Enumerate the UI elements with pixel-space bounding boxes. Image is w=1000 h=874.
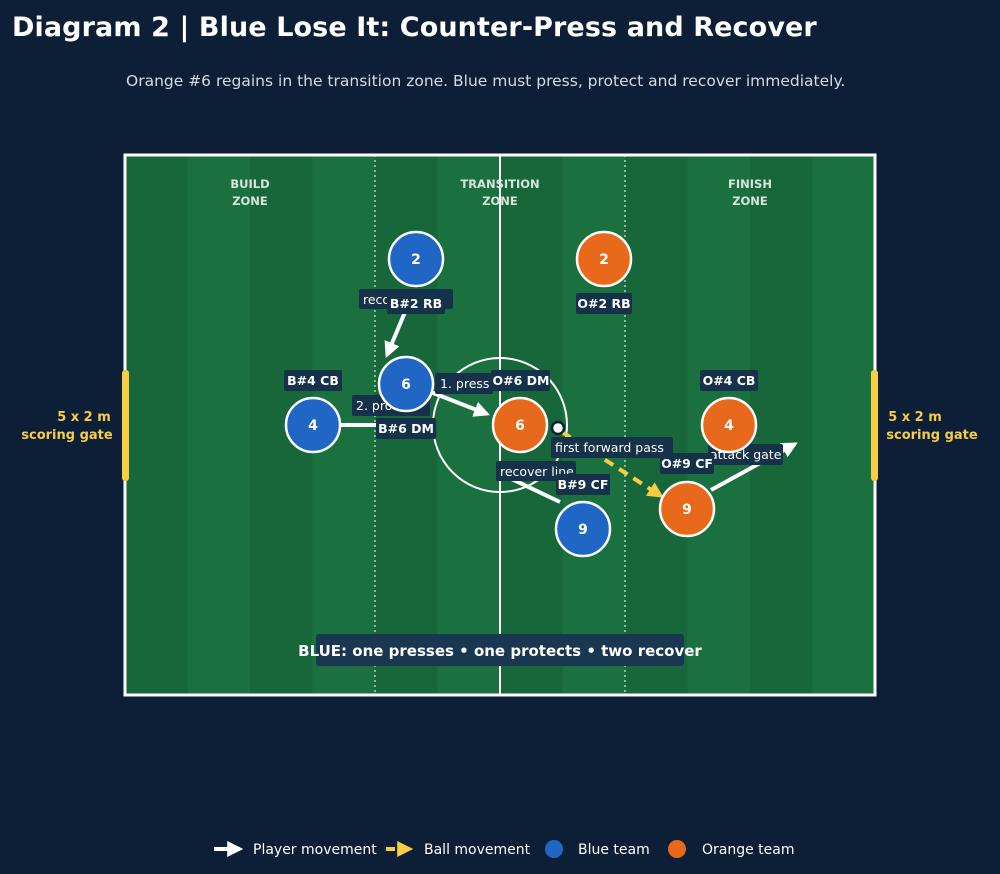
player-label: O#4 CB — [703, 373, 756, 388]
coaching-banner-text: BLUE: one presses • one protects • two r… — [298, 642, 702, 660]
movement-label-text: 1. press — [440, 376, 489, 391]
movement-label-text: recover line — [500, 464, 574, 479]
player-orange-6: 6 O#6 DM — [491, 370, 550, 454]
blue-player-4-marker — [284, 396, 342, 454]
blue-player-9-marker — [554, 500, 612, 558]
player-label: B#4 CB — [287, 373, 339, 388]
left-gate-label: 5 x 2 m — [57, 410, 111, 425]
right-scoring-gate — [871, 370, 878, 481]
player-label: O#2 RB — [577, 296, 630, 311]
player-number: 9 — [682, 502, 692, 518]
zone-label-finish: FINISH — [728, 177, 772, 191]
orange-player-6-marker — [491, 396, 549, 454]
blue-player-2-marker — [387, 230, 445, 288]
coaching-banner: BLUE: one presses • one protects • two r… — [298, 634, 702, 666]
legend-label: Blue team — [578, 842, 650, 858]
player-blue-4: 4 B#4 CB — [284, 370, 342, 454]
player-number: 6 — [515, 418, 525, 434]
movement-label-text: first forward pass — [555, 440, 664, 455]
diagram-title: Diagram 2 | Blue Lose It: Counter-Press … — [12, 12, 817, 43]
pitch-stripe — [812, 155, 875, 695]
legend: Player movement Ball movement Blue team … — [214, 840, 795, 858]
orange-dot-icon — [668, 840, 686, 858]
player-number: 2 — [411, 252, 421, 268]
legend-label: Player movement — [253, 842, 377, 858]
pitch-stripe — [750, 155, 813, 695]
legend-label: Orange team — [702, 842, 795, 858]
diagram-subtitle: Orange #6 regains in the transition zone… — [126, 72, 846, 90]
pitch-surface — [125, 155, 875, 695]
ball-icon — [550, 420, 566, 436]
zone-label-build-2: ZONE — [232, 194, 268, 208]
orange-player-2-marker — [575, 230, 633, 288]
player-number: 6 — [401, 377, 411, 393]
player-blue-6: 6 B#6 DM — [376, 355, 436, 439]
movement-label: 1. press — [435, 373, 493, 394]
player-orange-2: 2 O#2 RB — [575, 230, 633, 314]
left-scoring-gate — [122, 370, 129, 481]
player-blue-9: 9 B#9 CF — [554, 474, 612, 558]
player-label: O#9 CF — [661, 456, 713, 471]
zone-label-transition-2: ZONE — [482, 194, 518, 208]
blue-dot-icon — [545, 840, 563, 858]
player-blue-2: 2 B#2 RB — [387, 230, 445, 314]
player-label: O#6 DM — [493, 373, 550, 388]
left-gate-label-2: scoring gate — [21, 428, 113, 443]
zone-label-build: BUILD — [230, 177, 269, 191]
right-gate-label-2: scoring gate — [886, 428, 978, 443]
player-label: B#9 CF — [558, 477, 609, 492]
pitch-stripe — [437, 155, 500, 695]
pitch-stripe — [625, 155, 688, 695]
player-number: 2 — [599, 252, 609, 268]
blue-player-6-marker — [377, 355, 435, 413]
zone-label-transition: TRANSITION — [460, 177, 539, 191]
player-orange-9: 9 O#9 CF — [658, 453, 716, 538]
blue-dm-press-arrow — [427, 389, 490, 417]
player-number: 4 — [308, 418, 318, 434]
pitch-stripe — [187, 155, 250, 695]
movement-label: first forward pass — [551, 437, 673, 458]
pitch-stripe — [125, 155, 188, 695]
player-number: 9 — [578, 522, 588, 538]
legend-label: Ball movement — [424, 842, 531, 858]
orange-player-4-marker — [700, 396, 758, 454]
player-label: B#2 RB — [390, 296, 442, 311]
orange-player-9-marker — [658, 480, 716, 538]
player-label: B#6 DM — [378, 421, 434, 436]
right-gate-label: 5 x 2 m — [888, 410, 942, 425]
player-orange-4: 4 O#4 CB — [700, 370, 758, 454]
zone-label-finish-2: ZONE — [732, 194, 768, 208]
player-number: 4 — [724, 418, 734, 434]
